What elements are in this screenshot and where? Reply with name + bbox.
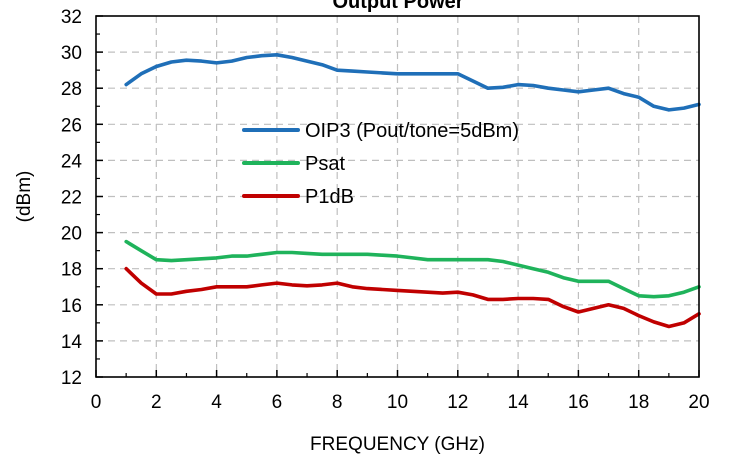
y-tick-label: 14 [61, 332, 83, 353]
y-tick-label: 30 [61, 43, 82, 64]
series-line-1 [124, 239, 701, 299]
x-tick-label: 6 [272, 392, 283, 413]
series-line-2 [124, 266, 701, 329]
grid-lines [96, 16, 699, 377]
legend-label: P1dB [305, 186, 354, 208]
y-tick-label: 16 [61, 296, 82, 317]
legend: OIP3 (Pout/tone=5dBm) Psat P1dB [242, 120, 519, 208]
x-tick-label: 8 [332, 392, 343, 413]
x-tick-label: 14 [508, 392, 530, 413]
series-line-0 [124, 53, 701, 112]
y-tick-label: 32 [61, 7, 82, 28]
y-axis-label: (dBm) [14, 171, 35, 223]
y-tick-label: 22 [61, 188, 82, 209]
y-tick-label: 12 [61, 368, 82, 389]
series-layer [124, 53, 701, 329]
x-tick-label: 20 [688, 392, 709, 413]
x-tick-label: 2 [151, 392, 162, 413]
chart-title: Output Power [332, 0, 463, 13]
y-tick-label: 26 [61, 115, 82, 136]
x-tick-label: 0 [91, 392, 102, 413]
x-axis-label: FREQUENCY (GHz) [310, 434, 485, 455]
x-tick-label: 12 [447, 392, 468, 413]
x-tick-label: 16 [568, 392, 589, 413]
y-tick-label: 18 [61, 260, 82, 281]
legend-label: OIP3 (Pout/tone=5dBm) [305, 120, 519, 142]
x-tick-label: 4 [211, 392, 222, 413]
x-tick-label: 10 [387, 392, 408, 413]
y-tick-label: 28 [61, 79, 82, 100]
y-tick-label: 20 [61, 224, 82, 245]
legend-label: Psat [305, 153, 345, 175]
y-tick-label: 24 [61, 151, 83, 172]
x-tick-label: 18 [628, 392, 649, 413]
